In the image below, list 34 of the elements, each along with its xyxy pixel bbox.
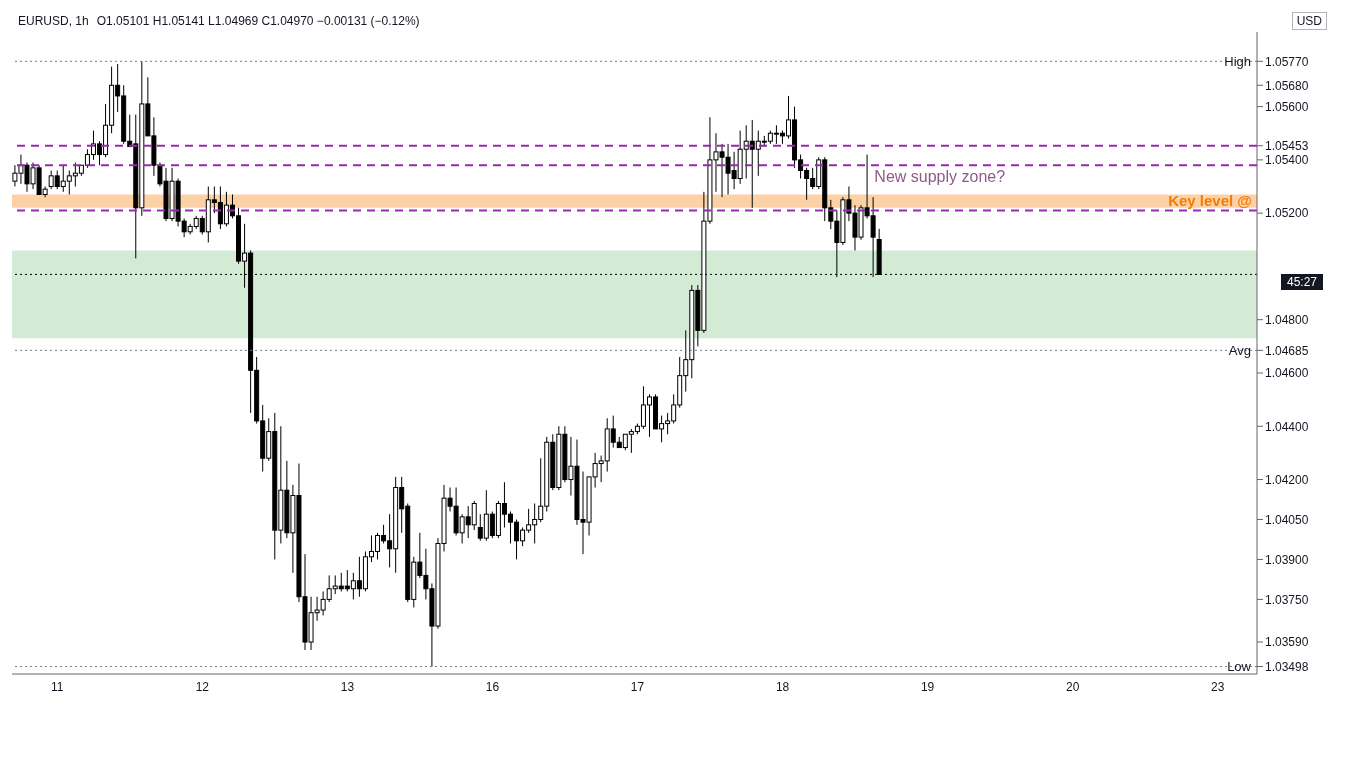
y-tick-label: 1.03590: [1265, 635, 1309, 650]
y-tick-label: 1.05600: [1265, 99, 1309, 114]
x-tick-label: 18: [775, 679, 790, 694]
y-tick-label: 1.05200: [1265, 206, 1309, 221]
annotation: New supply zone?: [874, 168, 1006, 186]
y-tick-label: 1.04685: [1265, 343, 1309, 358]
y-tick-label: 1.04600: [1265, 366, 1309, 381]
x-tick-label: 19: [920, 679, 935, 694]
y-tick-label: 1.05400: [1265, 153, 1309, 168]
ref-line-label: Avg: [1228, 342, 1251, 358]
ref-line-label: High: [1224, 53, 1251, 69]
y-axis-title: USD: [1291, 12, 1327, 30]
band-label: Key level @: [1168, 192, 1252, 210]
x-tick-label: 17: [630, 679, 645, 694]
y-tick-label: 1.03750: [1265, 592, 1309, 607]
x-tick-label: 23: [1211, 679, 1225, 694]
ref-line-label: Low: [1227, 659, 1252, 675]
y-tick-label: 1.04050: [1265, 512, 1309, 527]
y-tick-label: 1.03498: [1265, 659, 1309, 674]
chart-title: EURUSD, 1h: [18, 14, 89, 28]
y-tick-label: 1.05680: [1265, 78, 1309, 93]
x-tick-label: 11: [51, 679, 64, 694]
y-tick-label: 1.05770: [1265, 54, 1309, 69]
x-tick-label: 20: [1065, 679, 1080, 694]
chart-subtitle: O1.05101 H1.05141 L1.04969 C1.04970 −0.00131 (−0.12%): [96, 14, 420, 28]
y-tick-label: 1.04800: [1265, 312, 1309, 327]
x-tick-label: 12: [195, 679, 210, 694]
y-tick-label: 1.04400: [1265, 419, 1309, 434]
y-tick-label: 1.04200: [1265, 472, 1309, 487]
y-tick-label: 1.05453: [1265, 139, 1309, 154]
x-tick-label: 13: [340, 679, 355, 694]
y-tick-label: 1.03900: [1265, 552, 1309, 567]
text: 45:27: [1280, 274, 1323, 290]
x-tick-label: 16: [485, 679, 500, 694]
